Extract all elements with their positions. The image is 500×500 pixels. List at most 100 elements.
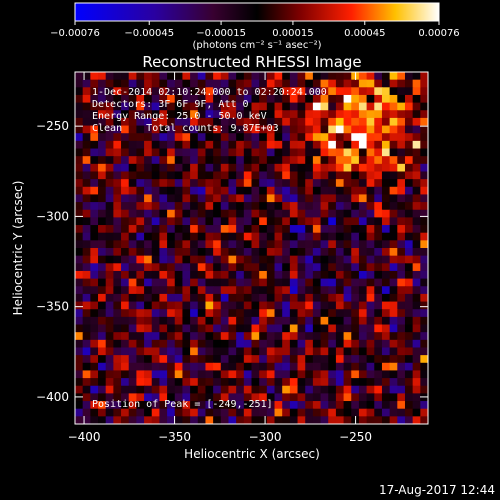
heatmap-cell	[335, 102, 345, 111]
heatmap-cell	[75, 309, 84, 318]
heatmap-cell	[358, 248, 368, 257]
heatmap-cell	[343, 179, 352, 188]
heatmap-cell	[358, 179, 368, 188]
heatmap-cell	[389, 79, 398, 88]
heatmap-cell	[151, 232, 161, 241]
heatmap-cell	[282, 248, 291, 257]
heatmap-cell	[312, 217, 322, 226]
heatmap-cell	[236, 87, 245, 96]
heatmap-cell	[174, 87, 184, 96]
heatmap-cell	[397, 332, 406, 341]
heatmap-cell	[213, 401, 222, 410]
heatmap-cell	[358, 378, 368, 387]
heatmap-cell	[358, 79, 368, 88]
heatmap-cell	[190, 232, 199, 241]
heatmap-cell	[251, 140, 260, 150]
heatmap-cell	[274, 240, 283, 249]
heatmap-cell	[213, 316, 222, 326]
heatmap-cell	[266, 286, 276, 295]
heatmap-cell	[297, 217, 306, 226]
heatmap-cell	[82, 87, 91, 96]
heatmap-cell	[374, 186, 383, 196]
heatmap-cell	[151, 293, 161, 303]
heatmap-cell	[167, 301, 176, 310]
heatmap-cell	[98, 278, 107, 287]
heatmap-cell	[297, 110, 306, 119]
heatmap-cell	[420, 401, 428, 410]
heatmap-cell	[144, 370, 153, 379]
heatmap-cell	[128, 140, 137, 150]
heatmap-cell	[343, 117, 352, 127]
heatmap-cell	[213, 225, 222, 234]
heatmap-cell	[289, 140, 299, 150]
heatmap-cell	[389, 362, 398, 372]
heatmap-cell	[420, 309, 428, 318]
heatmap-cell	[374, 301, 383, 310]
heatmap-cell	[82, 232, 91, 241]
heatmap-cell	[251, 202, 260, 211]
heatmap-cell	[121, 270, 130, 280]
heatmap-cell	[266, 408, 276, 417]
heatmap-cell	[151, 278, 161, 287]
heatmap-cell	[420, 225, 428, 234]
heatmap-cell	[113, 163, 122, 173]
heatmap-cell	[159, 270, 168, 280]
heatmap-cell	[397, 309, 406, 318]
heatmap-cell	[420, 301, 428, 310]
heatmap-cell	[197, 140, 207, 150]
heatmap-cell	[128, 309, 137, 318]
heatmap-cell	[328, 378, 337, 387]
heatmap-cell	[305, 117, 314, 127]
heatmap-cell	[351, 401, 360, 410]
heatmap-cell	[197, 401, 207, 410]
heatmap-cell	[312, 148, 322, 157]
heatmap-cell	[82, 202, 91, 211]
heatmap-cell	[358, 240, 368, 249]
heatmap-cell	[236, 79, 245, 88]
heatmap-cell	[251, 209, 260, 218]
heatmap-cell	[243, 133, 253, 142]
heatmap-cell	[121, 324, 130, 333]
heatmap-cell	[404, 133, 414, 142]
heatmap-cell	[197, 194, 207, 203]
heatmap-cell	[282, 94, 291, 104]
heatmap-cell	[90, 255, 99, 264]
heatmap-cell	[159, 378, 168, 387]
heatmap-cell	[151, 339, 161, 349]
heatmap-cell	[397, 278, 406, 287]
heatmap-cell	[397, 79, 406, 88]
heatmap-cell	[274, 370, 283, 379]
heatmap-cell	[274, 79, 283, 88]
colorbar-tick-label: 0.00015	[272, 28, 313, 39]
heatmap-cell	[174, 378, 184, 387]
heatmap-cell	[320, 316, 329, 326]
heatmap-cell	[220, 332, 230, 341]
heatmap-cell	[374, 225, 383, 234]
heatmap-cell	[266, 186, 276, 196]
heatmap-cell	[105, 408, 114, 417]
heatmap-cell	[351, 286, 360, 295]
heatmap-cell	[151, 316, 161, 326]
heatmap-cell	[366, 148, 375, 157]
heatmap-cell	[174, 194, 184, 203]
heatmap-cell	[98, 163, 107, 173]
heatmap-cell	[213, 133, 222, 142]
heatmap-cell	[358, 339, 368, 349]
heatmap-cell	[243, 385, 253, 394]
heatmap-cell	[136, 355, 145, 364]
heatmap-cell	[151, 263, 161, 272]
heatmap-cell	[182, 87, 191, 96]
heatmap-cell	[243, 416, 253, 424]
heatmap-cell	[90, 385, 99, 394]
heatmap-cell	[381, 385, 391, 394]
heatmap-cell	[404, 401, 414, 410]
heatmap-cell	[404, 301, 414, 310]
heatmap-cell	[412, 102, 421, 111]
heatmap-cell	[328, 194, 337, 203]
heatmap-cell	[105, 301, 114, 310]
heatmap-cell	[90, 110, 99, 119]
heatmap-cell	[389, 339, 398, 349]
heatmap-cell	[251, 110, 260, 119]
heatmap-cell	[335, 270, 345, 280]
heatmap-cell	[121, 87, 130, 96]
